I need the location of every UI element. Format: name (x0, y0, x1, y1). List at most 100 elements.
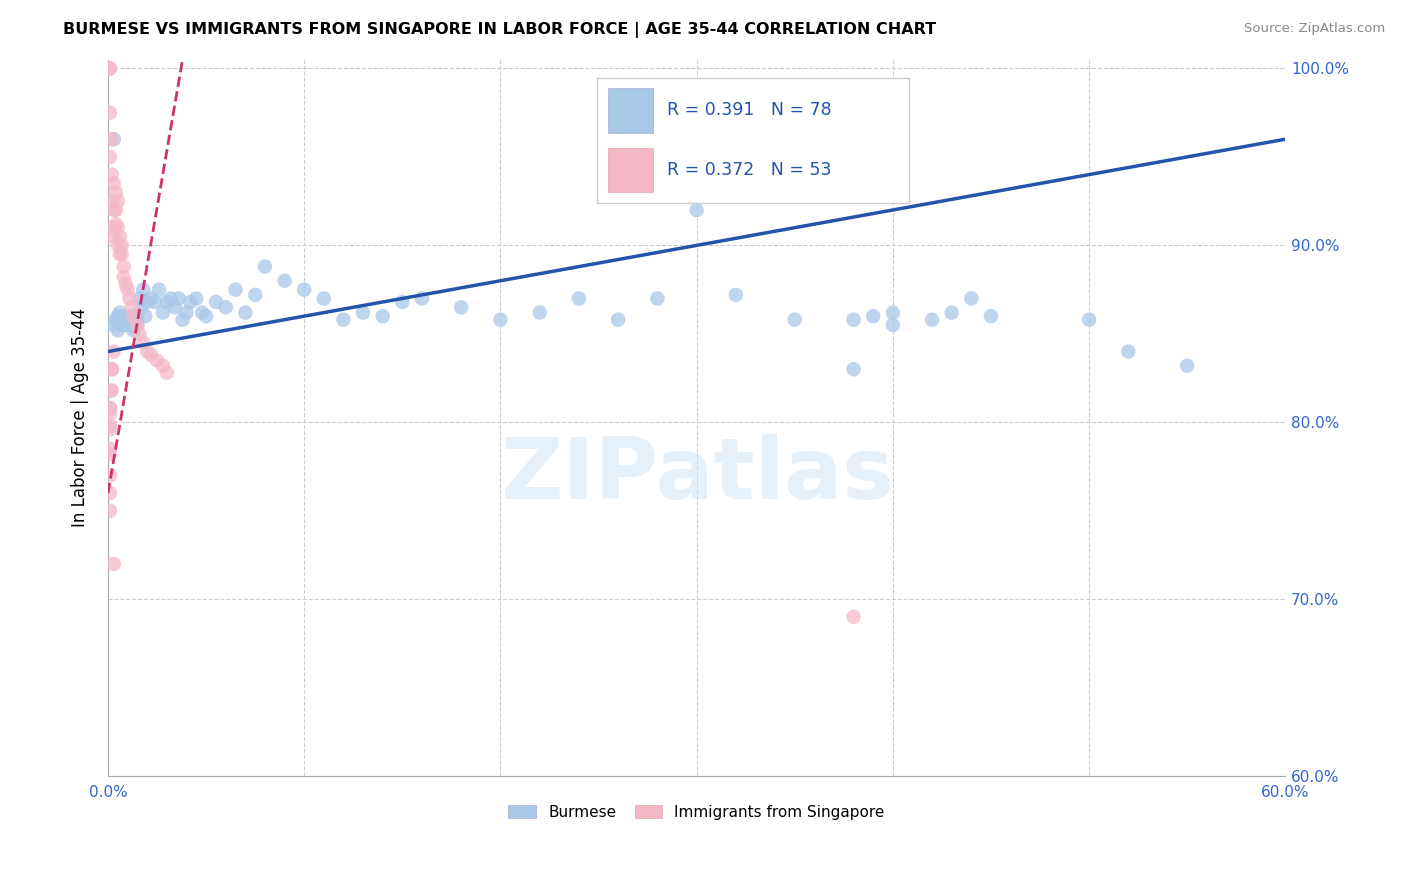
Point (98, 401, 121, 416)
FancyBboxPatch shape (596, 78, 908, 202)
Text: ZIPatlas: ZIPatlas (499, 434, 893, 516)
Point (98, 418, 121, 433)
Point (921, 312, 943, 326)
Point (98, 468, 121, 483)
Point (103, 202, 125, 217)
Point (111, 318, 134, 332)
Point (103, 229, 125, 244)
Point (98, 105, 121, 120)
Point (191, 305, 214, 319)
Point (98, 504, 121, 518)
Point (332, 312, 354, 326)
Point (108, 305, 131, 319)
Point (1175, 359, 1198, 373)
Point (114, 318, 136, 332)
Point (98, 150, 121, 164)
FancyBboxPatch shape (609, 88, 652, 133)
Point (128, 292, 150, 306)
Point (136, 295, 159, 310)
Point (253, 260, 276, 274)
Point (103, 557, 125, 571)
Point (941, 305, 963, 319)
Point (127, 312, 149, 326)
Point (568, 292, 591, 306)
Point (141, 348, 163, 362)
Text: BURMESE VS IMMIGRANTS FROM SINGAPORE IN LABOR FORCE | AGE 35-44 CORRELATION CHAR: BURMESE VS IMMIGRANTS FROM SINGAPORE IN … (63, 22, 936, 38)
Point (391, 295, 413, 310)
Point (98, 384, 121, 398)
Point (117, 309, 139, 323)
Point (163, 301, 186, 315)
Point (111, 309, 134, 323)
Point (489, 312, 512, 326)
Point (124, 309, 146, 323)
Point (179, 295, 201, 310)
Point (960, 292, 983, 306)
Point (152, 359, 174, 373)
Point (136, 344, 159, 359)
Point (842, 362, 865, 376)
Text: R = 0.391   N = 78: R = 0.391 N = 78 (668, 102, 832, 120)
Point (107, 309, 129, 323)
Point (882, 305, 904, 319)
Point (215, 301, 238, 315)
Point (122, 316, 145, 330)
Point (167, 292, 190, 306)
Point (842, 610, 865, 624)
Point (104, 186, 127, 200)
Point (292, 283, 315, 297)
Point (134, 309, 156, 323)
Point (132, 283, 155, 297)
Point (233, 305, 256, 319)
FancyBboxPatch shape (609, 148, 652, 192)
Point (1078, 312, 1101, 326)
Point (111, 238, 134, 252)
Point (98, 62, 121, 76)
Point (98, 447, 121, 461)
Legend: Burmese, Immigrants from Singapore: Burmese, Immigrants from Singapore (502, 798, 891, 826)
Point (842, 312, 865, 326)
Point (107, 220, 129, 235)
Point (108, 247, 131, 261)
Point (195, 309, 218, 323)
Point (205, 295, 228, 310)
Point (127, 318, 149, 332)
Point (980, 309, 1002, 323)
Point (141, 292, 163, 306)
Point (114, 277, 136, 292)
Point (101, 384, 124, 398)
Point (103, 177, 125, 191)
Point (1353, 62, 1375, 76)
Point (98, 422, 121, 436)
Point (122, 309, 145, 323)
Point (112, 260, 135, 274)
Point (101, 132, 124, 146)
Point (103, 318, 125, 332)
Point (882, 318, 904, 332)
Point (101, 362, 124, 376)
Point (98, 62, 121, 76)
Point (121, 301, 143, 315)
Text: R = 0.372   N = 53: R = 0.372 N = 53 (668, 161, 832, 179)
Point (312, 292, 335, 306)
Point (122, 323, 145, 337)
Point (118, 318, 141, 332)
Point (607, 312, 630, 326)
Point (107, 194, 129, 208)
Point (647, 292, 669, 306)
Point (127, 318, 149, 332)
Point (103, 344, 125, 359)
Point (103, 132, 125, 146)
Point (186, 292, 208, 306)
Point (131, 301, 153, 315)
Point (143, 295, 166, 310)
Point (101, 194, 124, 208)
Point (273, 274, 295, 288)
Point (121, 318, 143, 332)
Point (107, 323, 129, 337)
Point (117, 316, 139, 330)
Point (529, 305, 551, 319)
Point (117, 283, 139, 297)
Point (352, 305, 374, 319)
Point (108, 312, 131, 326)
